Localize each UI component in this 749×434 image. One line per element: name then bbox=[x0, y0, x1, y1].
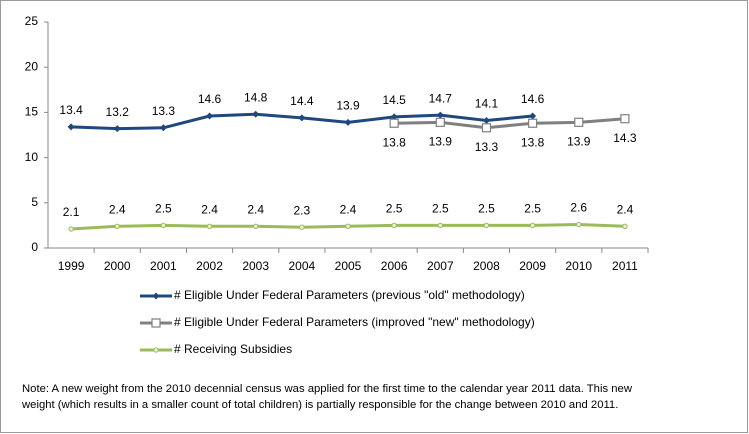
x-tick-label: 2005 bbox=[335, 259, 362, 273]
x-tick-label: 2008 bbox=[473, 259, 500, 273]
data-label: 14.7 bbox=[429, 91, 453, 105]
data-label: 14.3 bbox=[613, 131, 637, 145]
data-label: 2.4 bbox=[109, 202, 126, 216]
point bbox=[344, 118, 352, 126]
x-tick-label: 2006 bbox=[381, 259, 408, 273]
point bbox=[528, 118, 538, 128]
legend-label: # Receiving Subsidies bbox=[174, 342, 292, 356]
x-tick-label: 2007 bbox=[427, 259, 454, 273]
point bbox=[345, 223, 351, 230]
x-tick-label: 2001 bbox=[150, 259, 177, 273]
data-label: 2.5 bbox=[478, 202, 495, 216]
point bbox=[68, 226, 74, 232]
data-label: 2.5 bbox=[432, 202, 449, 216]
point bbox=[574, 117, 584, 127]
x-tick-label: 2002 bbox=[196, 259, 223, 273]
legend-label: # Eligible Under Federal Parameters (imp… bbox=[174, 315, 535, 329]
data-label: 13.3 bbox=[152, 104, 176, 118]
data-label: 2.3 bbox=[294, 203, 311, 217]
point bbox=[482, 117, 490, 125]
point bbox=[151, 318, 161, 328]
point bbox=[435, 117, 445, 127]
data-label: 14.5 bbox=[382, 93, 406, 107]
x-tick-label: 2010 bbox=[565, 259, 592, 273]
point bbox=[436, 111, 444, 119]
data-label: 13.8 bbox=[382, 135, 406, 149]
point bbox=[298, 114, 306, 122]
data-label: 13.9 bbox=[429, 135, 453, 149]
point bbox=[152, 292, 160, 300]
y-tick-label: 10 bbox=[25, 150, 39, 164]
x-tick-label: 2004 bbox=[288, 259, 315, 273]
point bbox=[153, 347, 159, 353]
point bbox=[483, 222, 490, 229]
data-label: 2.5 bbox=[155, 202, 172, 216]
point bbox=[114, 223, 120, 230]
point bbox=[622, 223, 628, 230]
data-label: 13.9 bbox=[336, 99, 360, 113]
data-label: 2.6 bbox=[570, 201, 587, 215]
data-label: 2.4 bbox=[340, 202, 357, 216]
x-tick-label: 2011 bbox=[612, 259, 638, 273]
point bbox=[252, 110, 260, 118]
data-label: 2.4 bbox=[247, 202, 264, 216]
x-tick-label: 2000 bbox=[104, 259, 131, 273]
x-tick-label: 2009 bbox=[519, 259, 546, 273]
data-label: 13.2 bbox=[106, 105, 130, 119]
note: Note: A new weight from the 2010 decenni… bbox=[22, 383, 633, 395]
point bbox=[481, 123, 492, 133]
data-label: 2.1 bbox=[63, 205, 80, 219]
point bbox=[252, 223, 259, 230]
x-tick-label: 1999 bbox=[58, 259, 85, 273]
data-label: 2.4 bbox=[617, 202, 634, 216]
point bbox=[206, 112, 214, 120]
y-tick-label: 5 bbox=[31, 195, 38, 209]
data-label: 14.8 bbox=[244, 90, 268, 104]
data-label: 13.3 bbox=[475, 140, 499, 154]
point bbox=[576, 221, 582, 228]
y-tick-label: 25 bbox=[25, 14, 39, 28]
point bbox=[391, 222, 397, 229]
point bbox=[529, 222, 536, 229]
series-line bbox=[394, 117, 626, 130]
data-label: 13.4 bbox=[59, 103, 83, 117]
data-label: 13.9 bbox=[567, 135, 591, 149]
x-tick-label: 2003 bbox=[242, 259, 269, 273]
y-tick-label: 20 bbox=[25, 59, 39, 73]
data-label: 2.5 bbox=[524, 202, 541, 216]
data-label: 2.5 bbox=[386, 202, 403, 216]
point bbox=[389, 118, 399, 128]
note: weight (which results in a smaller count… bbox=[21, 399, 618, 411]
point bbox=[437, 222, 444, 229]
legend-label: # Eligible Under Federal Parameters (pre… bbox=[174, 288, 525, 302]
data-label: 14.6 bbox=[521, 92, 545, 106]
data-label: 14.1 bbox=[475, 97, 499, 111]
point bbox=[160, 222, 167, 229]
data-label: 14.4 bbox=[290, 94, 314, 108]
y-tick-label: 0 bbox=[31, 240, 38, 254]
data-label: 14.6 bbox=[198, 92, 222, 106]
point bbox=[620, 114, 630, 124]
data-label: 2.4 bbox=[201, 202, 218, 216]
point bbox=[67, 123, 75, 131]
y-tick-label: 15 bbox=[25, 105, 39, 119]
data-label: 13.8 bbox=[521, 135, 545, 149]
point bbox=[113, 125, 121, 133]
point bbox=[299, 224, 305, 230]
point bbox=[159, 124, 167, 132]
point bbox=[206, 223, 213, 230]
point bbox=[529, 112, 537, 120]
